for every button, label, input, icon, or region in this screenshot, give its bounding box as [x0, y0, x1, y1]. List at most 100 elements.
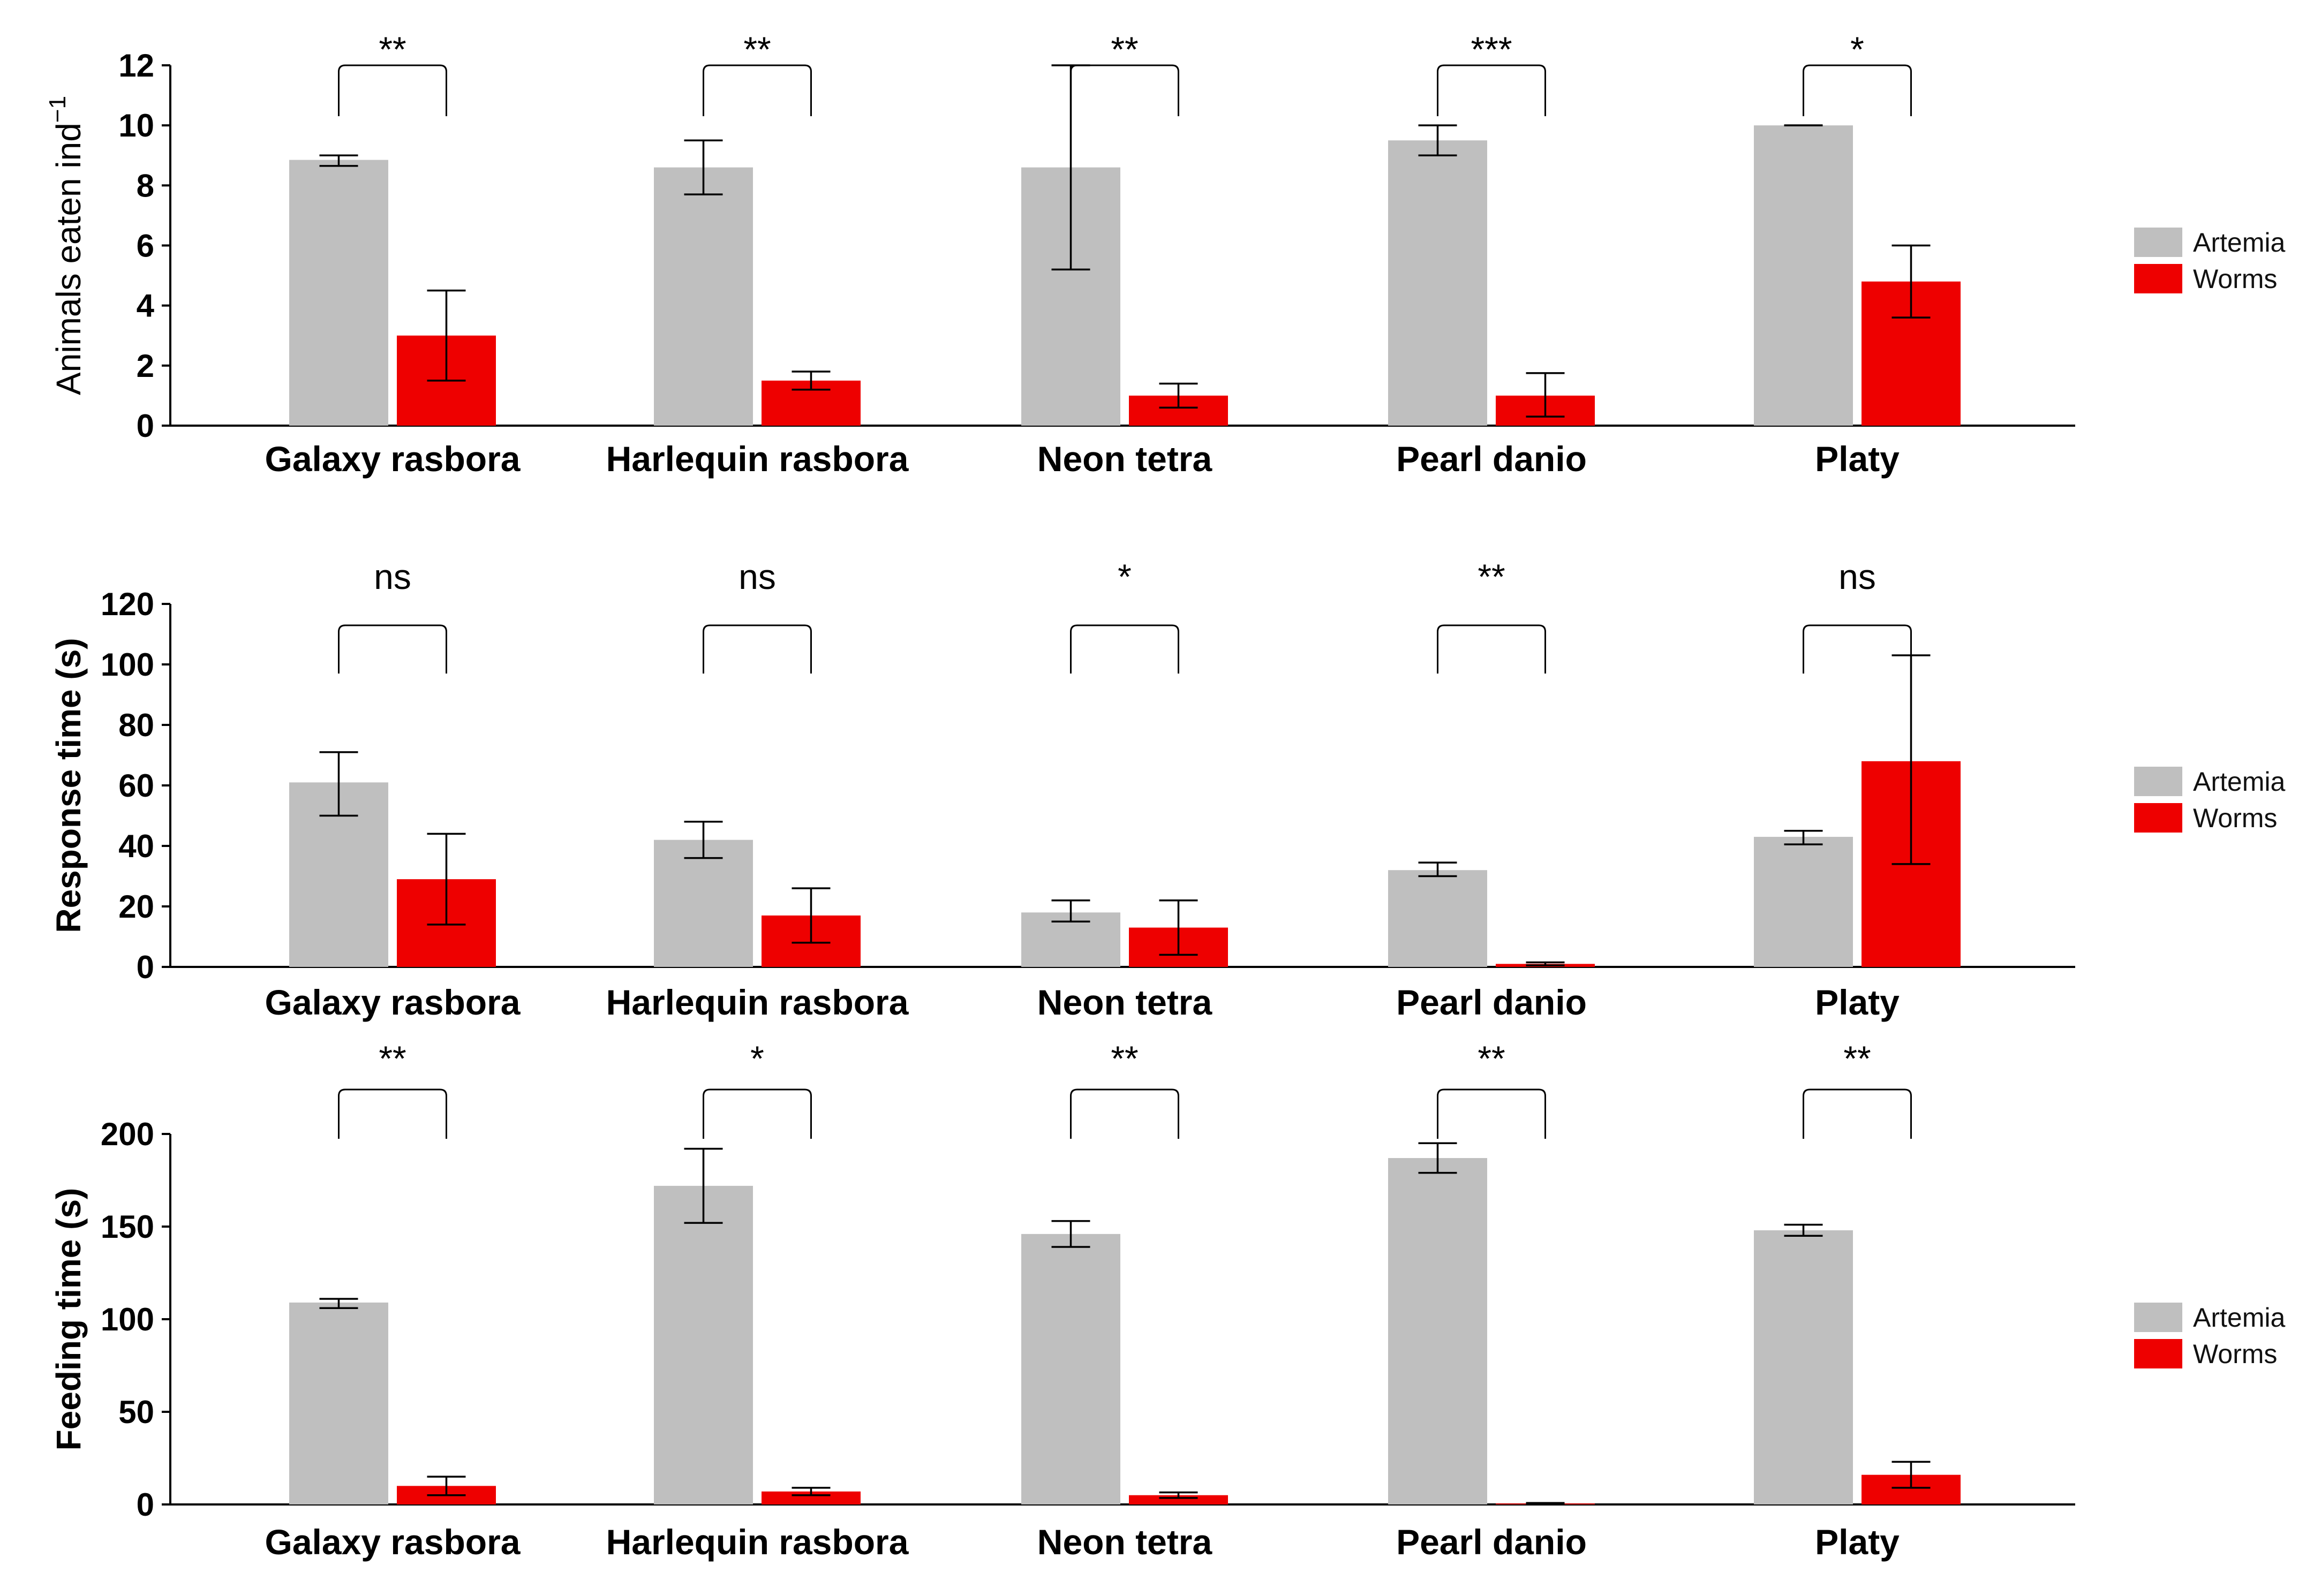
y-tick-label: 20: [118, 889, 154, 925]
error-bar: [1526, 1502, 1565, 1506]
error-bar: [684, 139, 723, 195]
error-bar: [319, 154, 358, 167]
y-tick-label: 2: [137, 348, 154, 384]
error-bar: [1418, 861, 1457, 878]
error-bar: [427, 833, 466, 926]
bar-artemia: [1388, 1158, 1487, 1504]
significance-label: *: [750, 1039, 764, 1078]
y-tick-label: 80: [118, 707, 154, 743]
significance-bracket: [338, 64, 447, 116]
x-category-label: Galaxy rasbora: [265, 439, 521, 479]
chart-panel-feeding: 0 50 100 150 200 Feeding time (s) Galaxy rasbo…: [49, 1039, 2285, 1562]
bar-artemia: [1754, 1230, 1853, 1504]
x-category-label: Neon tetra: [1037, 1522, 1213, 1562]
significance-bracket: [1437, 64, 1546, 116]
bar-artemia: [289, 160, 388, 426]
y-tick-label: 40: [118, 828, 154, 864]
significance-label: **: [743, 29, 771, 69]
x-category-label: Pearl danio: [1396, 982, 1587, 1022]
y-tick-label: 200: [101, 1116, 154, 1152]
bar-artemia: [1754, 125, 1853, 426]
error-bar: [319, 1298, 358, 1309]
significance-bracket: [1437, 624, 1546, 674]
bar-artemia: [1021, 1234, 1120, 1504]
y-tick-label: 100: [101, 1302, 154, 1337]
significance-label: **: [1111, 29, 1138, 69]
y-tick-label: 4: [137, 288, 155, 324]
significance-label: *: [1118, 557, 1132, 596]
error-bar: [792, 370, 831, 391]
x-category-label: Neon tetra: [1037, 439, 1213, 479]
y-tick-label: 10: [118, 108, 154, 143]
error-bar: [1784, 830, 1823, 845]
error-bar: [319, 751, 358, 817]
error-bar: [1418, 124, 1457, 156]
x-category-label: Neon tetra: [1037, 982, 1213, 1022]
legend: Artemia Worms: [2134, 767, 2285, 833]
error-bar: [1159, 382, 1198, 409]
y-tick-label: 12: [118, 48, 154, 84]
legend-swatch-artemia: [2134, 767, 2182, 796]
legend-label-artemia: Artemia: [2193, 228, 2285, 258]
error-bar: [1892, 1461, 1931, 1489]
x-category-label: Pearl danio: [1396, 1522, 1587, 1562]
significance-label: **: [379, 1039, 406, 1078]
significance-bracket: [1070, 624, 1179, 674]
x-category-label: Harlequin rasbora: [606, 1522, 909, 1562]
y-tick-label: 0: [137, 949, 154, 985]
legend-swatch-artemia: [2134, 1303, 2182, 1332]
significance-bracket: [703, 624, 812, 674]
x-category-label: Platy: [1815, 982, 1900, 1022]
legend-swatch-worms: [2134, 803, 2182, 833]
significance-bracket: [703, 1088, 812, 1139]
bar-artemia: [1388, 870, 1487, 967]
y-tick-label: 50: [118, 1394, 154, 1430]
significance-bracket: [338, 624, 447, 674]
significance-label: *: [1850, 29, 1864, 69]
error-bar: [1526, 961, 1565, 966]
y-tick-label: 8: [137, 168, 154, 203]
x-category-label: Pearl danio: [1396, 439, 1587, 479]
y-axis-label: Animals eaten ind−1: [44, 96, 88, 395]
error-bar: [684, 1147, 723, 1224]
error-bar: [427, 1476, 466, 1496]
bar-artemia: [654, 167, 753, 426]
bar-artemia: [654, 839, 753, 967]
y-tick-label: 0: [137, 1487, 154, 1523]
significance-bracket: [1803, 64, 1912, 116]
error-bar: [1892, 244, 1931, 319]
significance-label: ns: [738, 557, 776, 596]
chart-panel-eaten: 0 2 4 6 8 10 12 Animals eaten ind−1 Galaxy rasbo…: [44, 29, 2285, 479]
significance-bracket: [1803, 624, 1912, 674]
legend-label-worms: Worms: [2193, 803, 2277, 833]
significance-label: ***: [1471, 29, 1512, 69]
chart-panel-response: 0 20 40 60 80 100 120 Response time (s) Galaxy r…: [49, 557, 2285, 1022]
significance-label: **: [1843, 1039, 1871, 1078]
error-bar: [427, 289, 466, 382]
bar-artemia: [654, 1185, 753, 1504]
error-bar: [792, 1487, 831, 1496]
legend-label-worms: Worms: [2193, 1339, 2277, 1369]
bar-artemia: [1388, 140, 1487, 426]
y-tick-label: 100: [101, 647, 154, 683]
legend-label-artemia: Artemia: [2193, 767, 2285, 797]
significance-label: **: [1478, 1039, 1505, 1078]
error-bar: [1526, 372, 1565, 418]
x-category-label: Harlequin rasbora: [606, 439, 909, 479]
significance-bracket: [1070, 1088, 1179, 1139]
legend-label-worms: Worms: [2193, 264, 2277, 294]
legend-label-artemia: Artemia: [2193, 1303, 2285, 1333]
legend: Artemia Worms: [2134, 1303, 2285, 1369]
error-bar: [1051, 1220, 1090, 1248]
y-tick-label: 0: [137, 408, 154, 444]
legend-swatch-worms: [2134, 264, 2182, 293]
significance-bracket: [1803, 1088, 1912, 1139]
significance-label: **: [1111, 1039, 1138, 1078]
error-bar: [792, 887, 831, 944]
x-category-label: Harlequin rasbora: [606, 982, 909, 1022]
legend-swatch-artemia: [2134, 228, 2182, 257]
significance-bracket: [1070, 64, 1179, 116]
bar-artemia: [1754, 837, 1853, 967]
legend-swatch-worms: [2134, 1339, 2182, 1368]
